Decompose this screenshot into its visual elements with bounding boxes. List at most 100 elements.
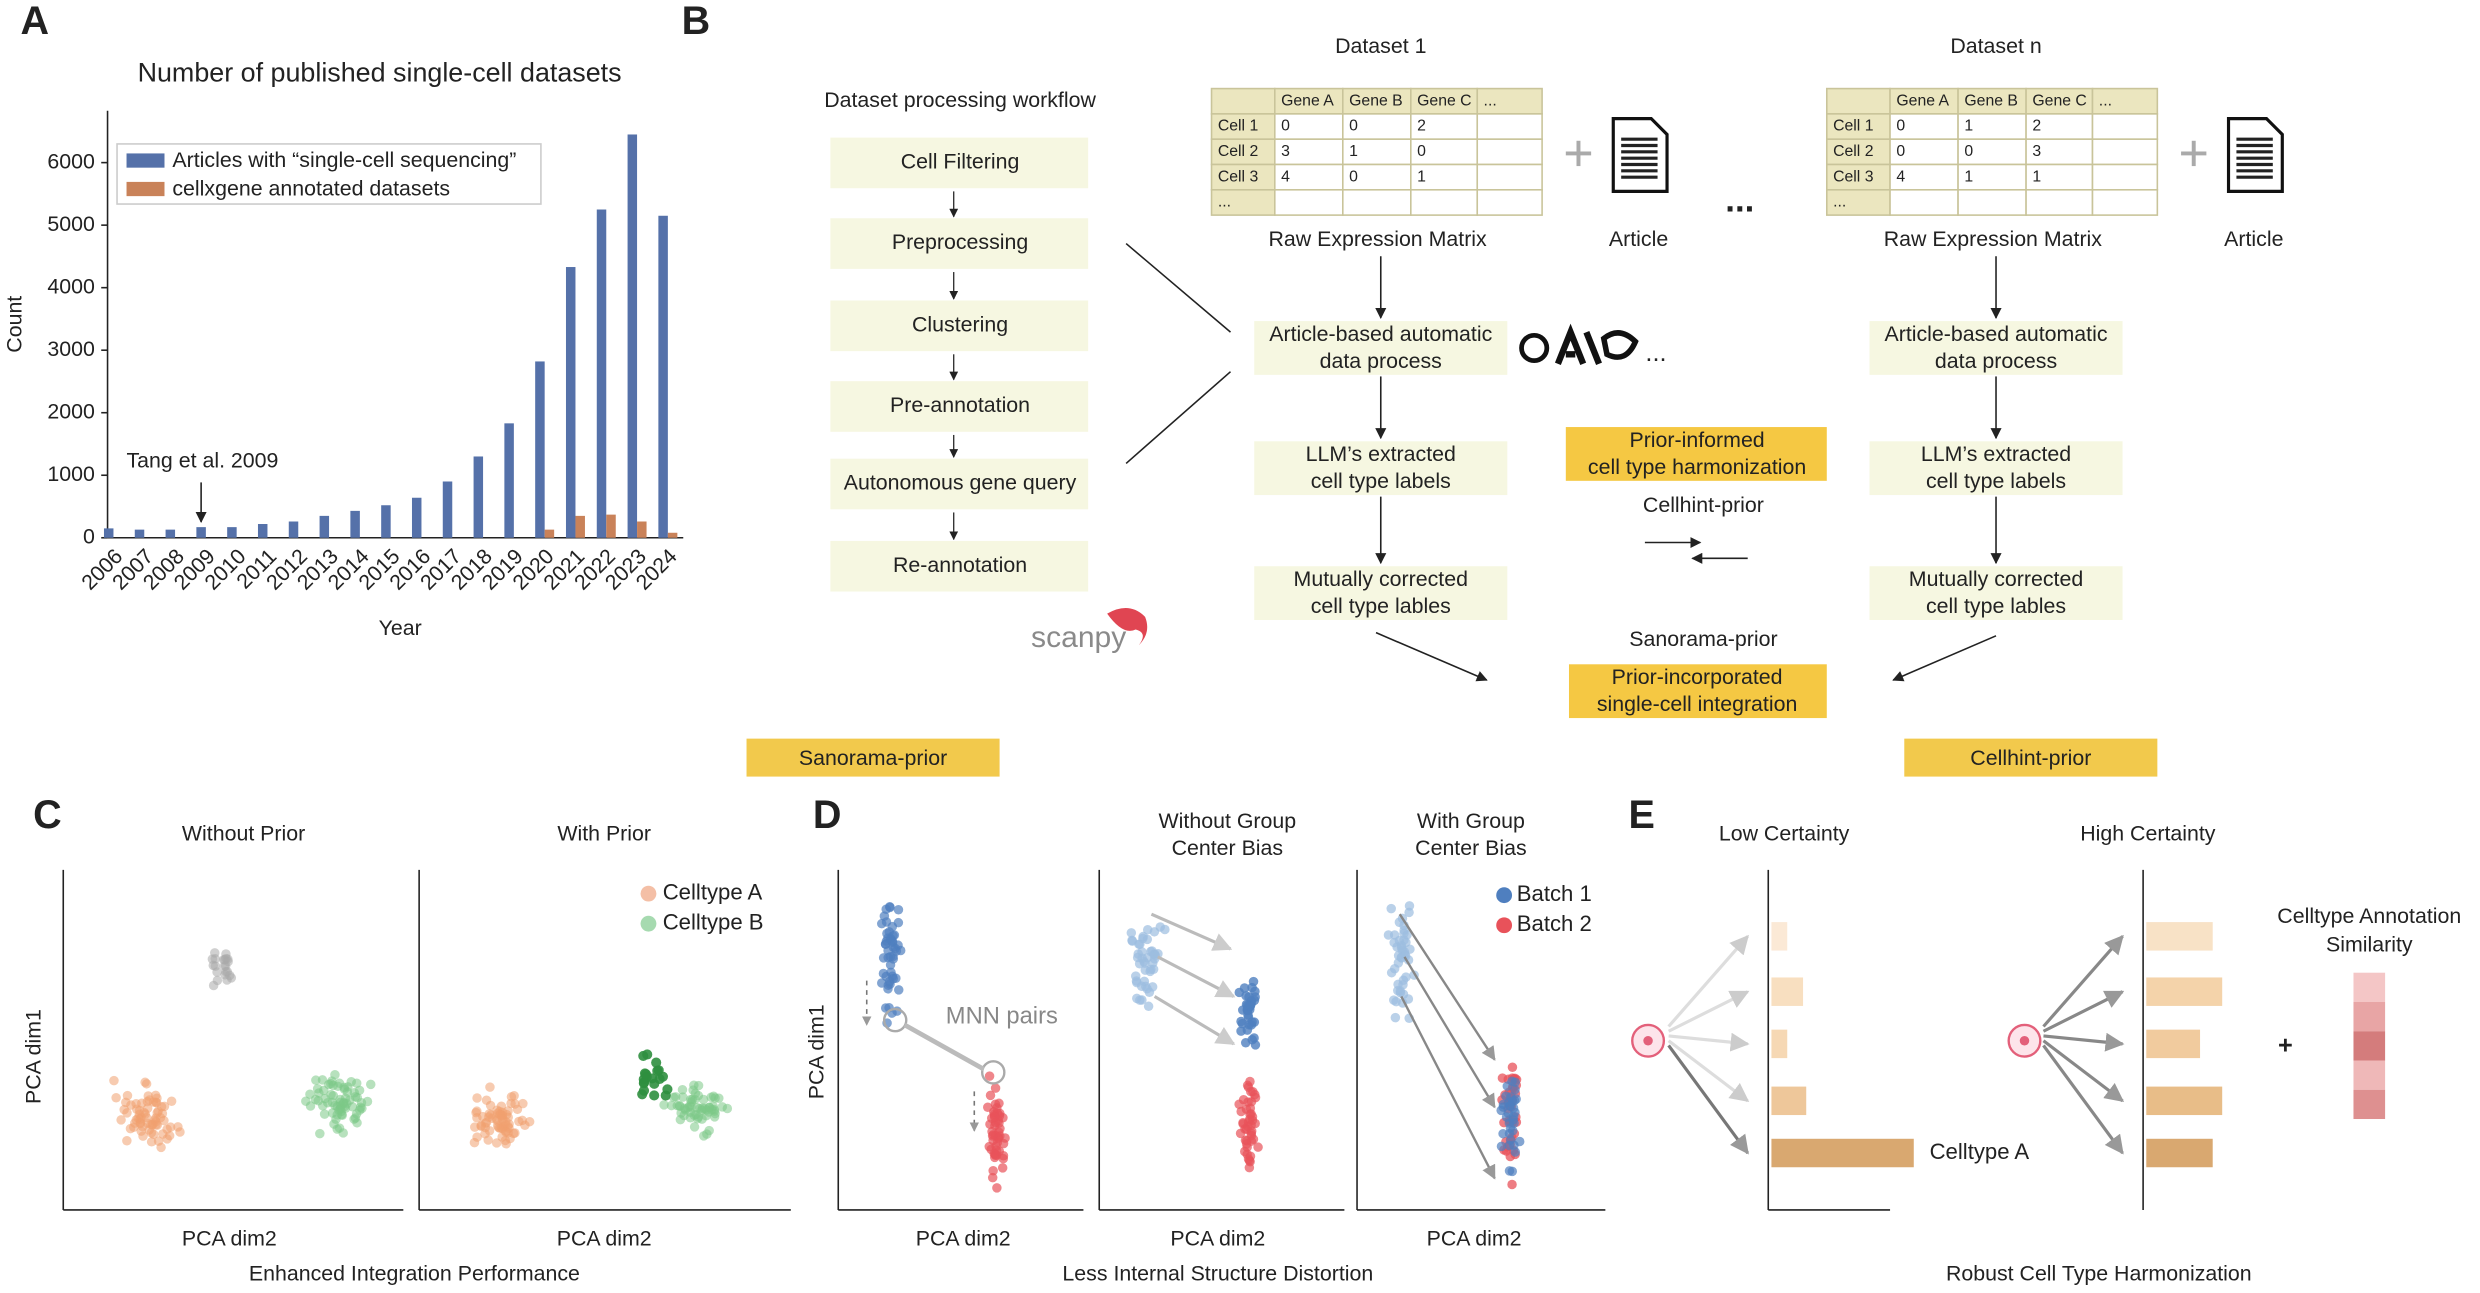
legend-marker [640, 885, 657, 902]
annotation: MNN pairs [946, 1003, 1058, 1029]
subplot-title: Low Certainty [1719, 822, 1850, 846]
shift-arrow [1400, 995, 1496, 1180]
point [689, 1110, 699, 1120]
workflow-step-label: Preprocessing [892, 230, 1028, 254]
dataset-title: Dataset 1 [1335, 34, 1426, 58]
matrix-value: Cell 3 [1833, 168, 1874, 185]
assign-arrow [2042, 990, 2125, 1033]
legend-label: Articles with “single-cell sequencing” [172, 148, 516, 172]
point [638, 1078, 649, 1089]
point [1140, 958, 1150, 968]
point [894, 985, 904, 995]
point [1504, 1166, 1515, 1176]
point [472, 1132, 482, 1142]
mnn-ring [981, 1060, 1006, 1085]
point [208, 960, 219, 971]
shift-arrow [1153, 995, 1236, 1046]
point [895, 945, 906, 956]
subplot-title: Center Bias [1415, 836, 1527, 860]
point [366, 1079, 376, 1090]
point [638, 1085, 650, 1096]
point [1138, 931, 1148, 942]
point [1131, 971, 1141, 981]
panel-label: D [813, 793, 842, 837]
certainty-bar [2146, 977, 2223, 1006]
point [1246, 1120, 1256, 1130]
point [659, 1100, 669, 1110]
point [1135, 995, 1145, 1005]
point [1253, 1142, 1263, 1152]
bar [257, 524, 268, 538]
point [1401, 937, 1411, 948]
point [346, 1077, 357, 1087]
legend-marker [1496, 917, 1513, 934]
point [1246, 1136, 1257, 1146]
assign-arrow [2042, 1044, 2124, 1155]
point [1234, 1099, 1244, 1109]
point [322, 1097, 333, 1108]
shift-arrow [1150, 912, 1233, 951]
point [1247, 1034, 1257, 1045]
y-tick-label: 1000 [47, 462, 95, 486]
matrix-value: 4 [1281, 168, 1290, 185]
subplot-title: Without Group [1159, 809, 1297, 833]
matrix-value: 2 [2032, 118, 2041, 135]
point [1514, 1136, 1525, 1147]
point [1247, 1112, 1258, 1122]
point [1140, 981, 1151, 992]
point [990, 1083, 1001, 1093]
x-axis-label: Year [379, 616, 422, 640]
point [518, 1098, 528, 1109]
article-label: Article [1609, 227, 1668, 251]
matrix-cell [1825, 138, 1891, 166]
point [998, 1153, 1009, 1164]
llm-logo [1600, 330, 1639, 360]
matrix-header: ... [2099, 92, 2112, 109]
point [885, 902, 895, 912]
point [642, 1049, 653, 1060]
point [987, 1172, 998, 1183]
matrix-value: 2 [1417, 118, 1426, 135]
matrix-cell [1957, 163, 2027, 191]
bar [350, 510, 360, 538]
point [992, 1183, 1002, 1193]
merge-arrow [1892, 635, 1997, 682]
tool-logo [1107, 608, 1148, 646]
panel-label: A [21, 0, 50, 43]
point [985, 1090, 996, 1101]
workflow-title: Dataset processing workflow [824, 88, 1096, 112]
point [122, 1135, 132, 1146]
point [481, 1095, 492, 1105]
matrix-value: Cell 3 [1218, 168, 1259, 185]
matrix-cell [1410, 189, 1479, 216]
point [212, 975, 223, 986]
bar [627, 134, 638, 538]
point [130, 1118, 140, 1128]
process-step [1254, 441, 1508, 496]
point [699, 1103, 710, 1114]
article-label: Article [2224, 227, 2283, 251]
point [1400, 951, 1411, 961]
matrix-value: Cell 1 [1833, 118, 1874, 135]
point [984, 1141, 995, 1152]
point [338, 1128, 348, 1138]
article-icon [2226, 117, 2284, 193]
axis-label: PCA dim2 [557, 1227, 652, 1251]
process-step-label: Article-based automatic [1885, 322, 2108, 346]
plus: + [2278, 1032, 2293, 1060]
matrix-cell [1476, 113, 1543, 140]
bar [103, 528, 114, 538]
llm-logo [1519, 332, 1550, 363]
workflow-step [830, 137, 1089, 189]
point [722, 1103, 733, 1114]
point [1160, 924, 1170, 935]
matrix-label: Raw Expression Matrix [1268, 227, 1487, 251]
axis-label: PCA dim1 [804, 1004, 828, 1099]
subplot-title: With Group [1417, 809, 1525, 833]
matrix-value: 0 [1281, 118, 1290, 135]
matrix-cell [1274, 87, 1344, 115]
matrix-value: 0 [1349, 118, 1358, 135]
matrix-cell [1210, 87, 1276, 115]
workflow-step-label: Clustering [912, 312, 1008, 336]
